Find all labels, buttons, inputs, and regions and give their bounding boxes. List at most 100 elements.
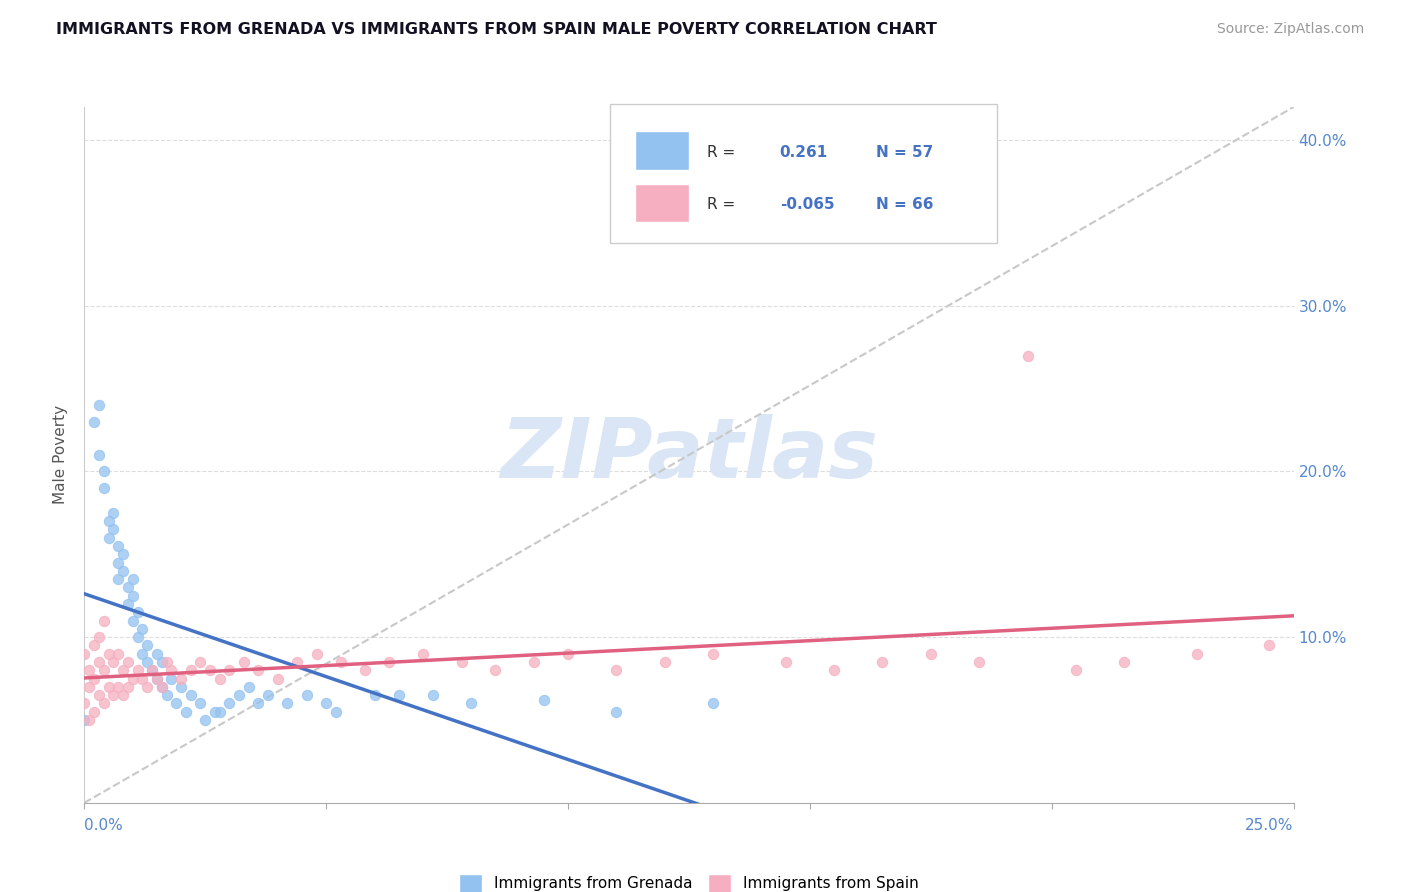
- Point: [702, 697, 724, 711]
- Point: [208, 672, 231, 686]
- Point: [170, 672, 193, 686]
- Point: [127, 605, 149, 619]
- Point: [93, 465, 115, 479]
- Text: R =: R =: [707, 145, 740, 160]
- Point: [131, 672, 153, 686]
- Bar: [634, 131, 689, 169]
- Point: [228, 688, 250, 702]
- Point: [131, 647, 153, 661]
- Point: [1185, 647, 1208, 661]
- Text: ZIPatlas: ZIPatlas: [501, 415, 877, 495]
- Point: [83, 672, 105, 686]
- Point: [83, 705, 105, 719]
- Point: [121, 572, 143, 586]
- Point: [823, 663, 845, 677]
- Point: [276, 697, 298, 711]
- Point: [325, 705, 347, 719]
- Point: [295, 688, 318, 702]
- Point: [484, 663, 506, 677]
- Point: [131, 622, 153, 636]
- Point: [872, 655, 894, 669]
- Point: [77, 713, 100, 727]
- Point: [107, 572, 129, 586]
- Point: [160, 663, 183, 677]
- Point: [190, 655, 212, 669]
- Point: [77, 663, 100, 677]
- Point: [127, 630, 149, 644]
- Point: [83, 415, 105, 429]
- Bar: [634, 184, 689, 222]
- Point: [97, 647, 120, 661]
- Point: [1114, 655, 1136, 669]
- Point: [180, 688, 202, 702]
- Point: [146, 647, 169, 661]
- Point: [121, 589, 143, 603]
- Point: [136, 655, 159, 669]
- FancyBboxPatch shape: [610, 103, 997, 243]
- Point: [533, 693, 555, 707]
- Point: [112, 688, 135, 702]
- Point: [117, 581, 139, 595]
- Point: [208, 705, 231, 719]
- Point: [117, 655, 139, 669]
- Point: [155, 655, 177, 669]
- Point: [93, 663, 115, 677]
- Point: [73, 647, 96, 661]
- Point: [315, 697, 337, 711]
- Point: [702, 647, 724, 661]
- Point: [136, 680, 159, 694]
- Point: [247, 663, 270, 677]
- Text: N = 57: N = 57: [876, 145, 934, 160]
- Point: [87, 448, 110, 462]
- Point: [97, 531, 120, 545]
- Point: [1306, 589, 1329, 603]
- Point: [1258, 639, 1281, 653]
- Point: [388, 688, 411, 702]
- Point: [238, 680, 260, 694]
- Point: [775, 655, 797, 669]
- Text: 0.0%: 0.0%: [84, 818, 124, 832]
- Point: [93, 697, 115, 711]
- Point: [354, 663, 377, 677]
- Point: [97, 680, 120, 694]
- Point: [198, 663, 221, 677]
- Point: [73, 697, 96, 711]
- Point: [87, 398, 110, 412]
- Point: [87, 655, 110, 669]
- Point: [557, 647, 579, 661]
- Point: [146, 672, 169, 686]
- Point: [1017, 349, 1039, 363]
- Point: [107, 539, 129, 553]
- Point: [127, 663, 149, 677]
- Point: [233, 655, 256, 669]
- Point: [121, 614, 143, 628]
- Point: [103, 523, 125, 537]
- Point: [112, 547, 135, 561]
- Point: [107, 680, 129, 694]
- Point: [204, 705, 226, 719]
- Y-axis label: Male Poverty: Male Poverty: [53, 405, 69, 505]
- Point: [285, 655, 308, 669]
- Point: [654, 655, 676, 669]
- Point: [103, 688, 125, 702]
- Point: [305, 647, 328, 661]
- Point: [920, 647, 942, 661]
- Point: [523, 655, 546, 669]
- Point: [329, 655, 352, 669]
- Text: 25.0%: 25.0%: [1246, 818, 1294, 832]
- Point: [1064, 663, 1087, 677]
- Text: R =: R =: [707, 197, 740, 212]
- Point: [150, 680, 173, 694]
- Point: [107, 556, 129, 570]
- Point: [190, 697, 212, 711]
- Text: 0.261: 0.261: [780, 145, 828, 160]
- Point: [107, 647, 129, 661]
- Point: [422, 688, 444, 702]
- Point: [136, 639, 159, 653]
- Point: [605, 705, 627, 719]
- Point: [87, 630, 110, 644]
- Point: [87, 688, 110, 702]
- Point: [146, 672, 169, 686]
- Point: [93, 614, 115, 628]
- Legend: Immigrants from Grenada, Immigrants from Spain: Immigrants from Grenada, Immigrants from…: [458, 874, 920, 892]
